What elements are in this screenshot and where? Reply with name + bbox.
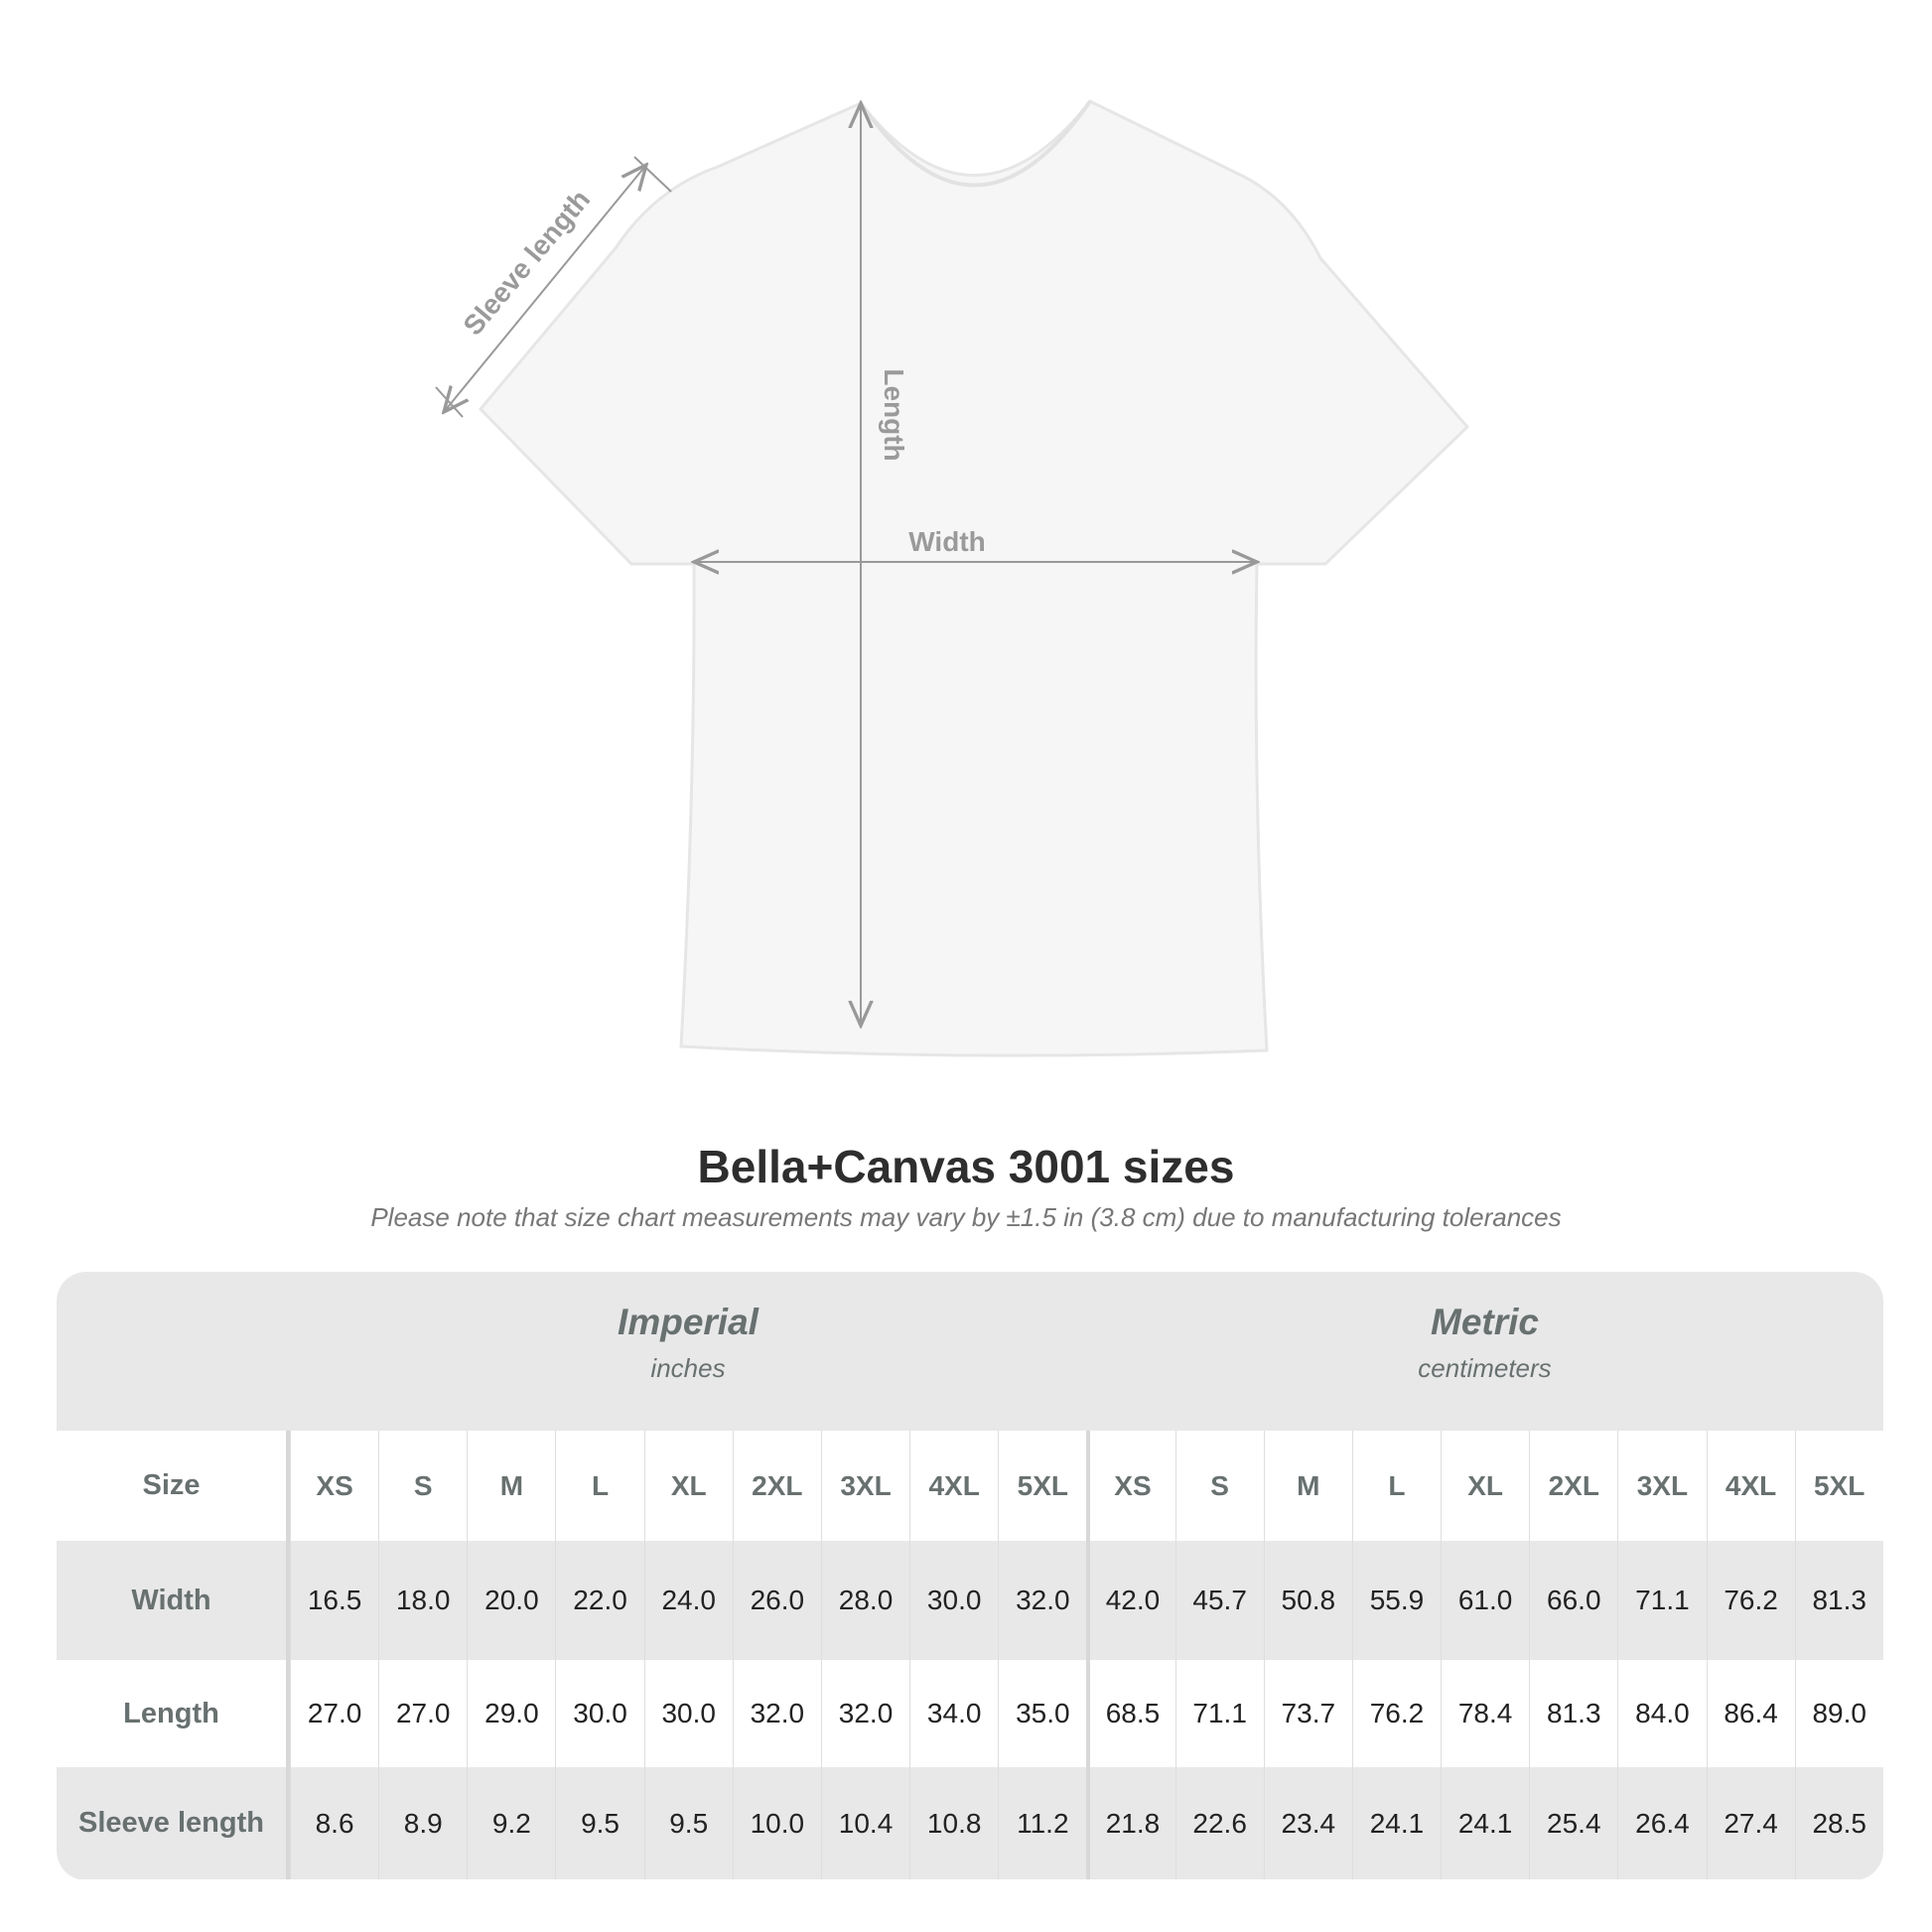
metric-value-cell: 26.4 <box>1617 1767 1706 1879</box>
imperial-value-cell: 27.0 <box>378 1660 467 1767</box>
metric-value-cell: 71.1 <box>1174 1660 1264 1767</box>
metric-size-4xl: 4XL <box>1706 1431 1795 1541</box>
imperial-value-cell: 30.0 <box>643 1660 733 1767</box>
imperial-value-cell: 10.0 <box>732 1767 821 1879</box>
imperial-value-cell: 30.0 <box>555 1660 643 1767</box>
metric-title: Metric <box>1431 1302 1539 1342</box>
metric-size-m: M <box>1263 1431 1352 1541</box>
tshirt-diagram: Sleeve length Length Width <box>435 99 1470 1057</box>
table-row: Width 16.5 18.0 20.0 22.0 24.0 26.0 28.0 30.0 32.… <box>57 1541 1883 1660</box>
sleeve-cap-end <box>633 156 672 193</box>
metric-size-s: S <box>1174 1431 1264 1541</box>
imperial-value-cell: 8.6 <box>290 1767 378 1879</box>
imperial-value-cell: 27.0 <box>290 1660 378 1767</box>
imperial-size-l: L <box>555 1431 643 1541</box>
imperial-value-cell: 8.9 <box>378 1767 467 1879</box>
table-header-band <box>57 1272 1883 1431</box>
imperial-unit: inches <box>650 1353 726 1383</box>
imperial-size-xs: XS <box>290 1431 378 1541</box>
imperial-size-3xl: 3XL <box>820 1431 909 1541</box>
metric-value-cell: 76.2 <box>1351 1660 1441 1767</box>
imperial-size-5xl: 5XL <box>998 1431 1086 1541</box>
metric-value-cell: 25.4 <box>1529 1767 1617 1879</box>
metric-value-cell: 76.2 <box>1706 1541 1795 1660</box>
imperial-size-m: M <box>467 1431 555 1541</box>
imperial-value-cell: 9.5 <box>643 1767 733 1879</box>
imperial-value-cell: 30.0 <box>909 1541 998 1660</box>
metric-value-cell: 78.4 <box>1441 1660 1529 1767</box>
metric-size-5xl: 5XL <box>1794 1431 1883 1541</box>
imperial-title: Imperial <box>618 1302 759 1342</box>
metric-size-l: L <box>1351 1431 1441 1541</box>
metric-value-cell: 81.3 <box>1794 1541 1883 1660</box>
metric-unit: centimeters <box>1418 1353 1552 1383</box>
imperial-value-cell: 26.0 <box>732 1541 821 1660</box>
sleeve-cap-start <box>435 386 464 418</box>
metric-size-xs: XS <box>1086 1431 1174 1541</box>
imperial-value-cell: 22.0 <box>555 1541 643 1660</box>
table-row: Length 27.0 27.0 29.0 30.0 30.0 32.0 32.0 34.0 35… <box>57 1660 1883 1767</box>
metric-value-cell: 23.4 <box>1263 1767 1352 1879</box>
imperial-value-cell: 9.5 <box>555 1767 643 1879</box>
imperial-value-cell: 10.8 <box>909 1767 998 1879</box>
row-label: Length <box>57 1660 290 1767</box>
metric-value-cell: 86.4 <box>1706 1660 1795 1767</box>
metric-value-cell: 71.1 <box>1617 1541 1706 1660</box>
metric-group-header: Metric centimeters <box>1086 1272 1883 1431</box>
width-label: Width <box>908 526 986 557</box>
imperial-size-4xl: 4XL <box>909 1431 998 1541</box>
metric-value-cell: 66.0 <box>1529 1541 1617 1660</box>
metric-value-cell: 89.0 <box>1794 1660 1883 1767</box>
metric-value-cell: 22.6 <box>1174 1767 1264 1879</box>
imperial-value-cell: 24.0 <box>643 1541 733 1660</box>
collar <box>859 99 1092 188</box>
metric-value-cell: 61.0 <box>1441 1541 1529 1660</box>
imperial-value-cell: 32.0 <box>998 1541 1086 1660</box>
table-row: Sleeve length 8.6 8.9 9.2 9.5 9.5 10.0 10.4 10.8… <box>57 1767 1883 1879</box>
metric-value-cell: 55.9 <box>1351 1541 1441 1660</box>
imperial-value-cell: 35.0 <box>998 1660 1086 1767</box>
imperial-value-cell: 32.0 <box>820 1660 909 1767</box>
imperial-value-cell: 32.0 <box>732 1660 821 1767</box>
metric-value-cell: 27.4 <box>1706 1767 1795 1879</box>
imperial-value-cell: 29.0 <box>467 1660 555 1767</box>
metric-value-cell: 28.5 <box>1794 1767 1883 1879</box>
row-label: Sleeve length <box>57 1767 290 1879</box>
metric-value-cell: 42.0 <box>1086 1541 1174 1660</box>
metric-value-cell: 84.0 <box>1617 1660 1706 1767</box>
metric-value-cell: 81.3 <box>1529 1660 1617 1767</box>
imperial-size-xl: XL <box>643 1431 733 1541</box>
size-label: Size <box>57 1431 290 1541</box>
imperial-value-cell: 11.2 <box>998 1767 1086 1879</box>
tshirt-shape <box>478 99 1470 1057</box>
row-label: Width <box>57 1541 290 1660</box>
imperial-value-cell: 34.0 <box>909 1660 998 1767</box>
imperial-value-cell: 18.0 <box>378 1541 467 1660</box>
size-table: Imperial inches Metric centimeters Size X… <box>57 1272 1883 1880</box>
metric-value-cell: 21.8 <box>1086 1767 1174 1879</box>
length-label: Length <box>879 368 909 461</box>
imperial-value-cell: 20.0 <box>467 1541 555 1660</box>
metric-value-cell: 50.8 <box>1263 1541 1352 1660</box>
metric-value-cell: 73.7 <box>1263 1660 1352 1767</box>
imperial-value-cell: 10.4 <box>820 1767 909 1879</box>
imperial-size-2xl: 2XL <box>732 1431 821 1541</box>
metric-size-3xl: 3XL <box>1617 1431 1706 1541</box>
metric-size-2xl: 2XL <box>1529 1431 1617 1541</box>
imperial-value-cell: 28.0 <box>820 1541 909 1660</box>
metric-value-cell: 68.5 <box>1086 1660 1174 1767</box>
imperial-value-cell: 16.5 <box>290 1541 378 1660</box>
size-header-row: Size XS S M L XL 2XL 3XL 4XL 5XL XS S M L XL 2XL 3XL 4XL 5… <box>57 1431 1883 1541</box>
metric-value-cell: 45.7 <box>1174 1541 1264 1660</box>
metric-value-cell: 24.1 <box>1441 1767 1529 1879</box>
imperial-value-cell: 9.2 <box>467 1767 555 1879</box>
tolerance-note: Please note that size chart measurements… <box>370 1202 1562 1232</box>
sleeve-measure-line <box>444 165 646 412</box>
page-title: Bella+Canvas 3001 sizes <box>697 1141 1235 1192</box>
metric-value-cell: 24.1 <box>1351 1767 1441 1879</box>
imperial-size-s: S <box>378 1431 467 1541</box>
metric-size-xl: XL <box>1441 1431 1529 1541</box>
imperial-group-header: Imperial inches <box>290 1272 1086 1431</box>
